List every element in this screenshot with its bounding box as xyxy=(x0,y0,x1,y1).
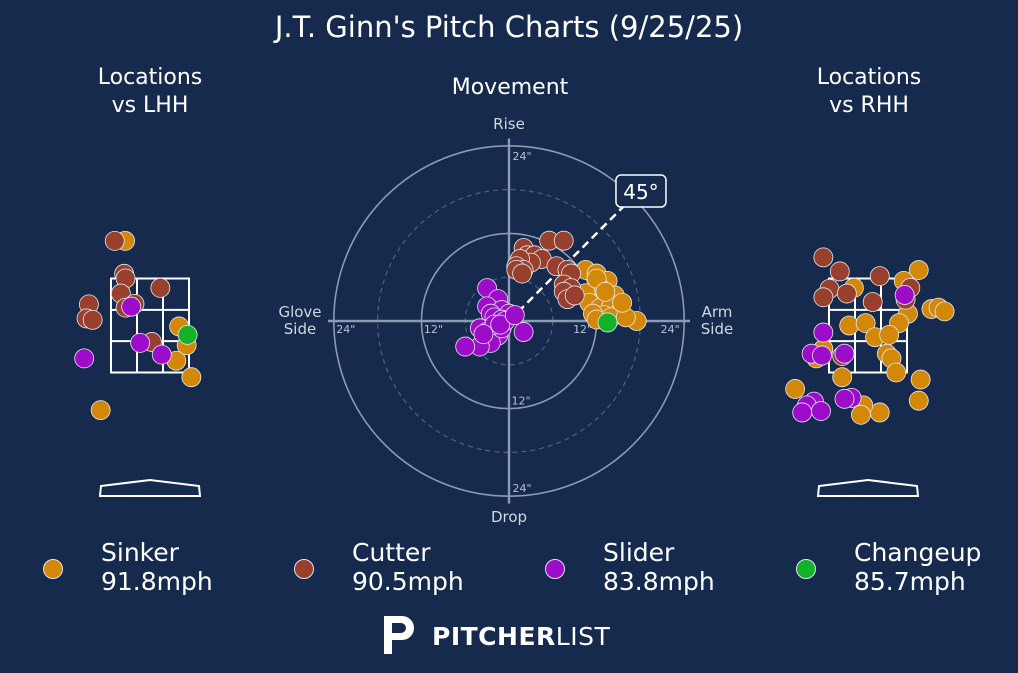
legend-swatch-sinker xyxy=(43,559,63,579)
legend-name-changeup: Changeup xyxy=(854,538,982,567)
ring-label-24-top: 24" xyxy=(512,150,531,163)
rhh-point-cutter xyxy=(836,283,857,304)
rhh-point-sinker xyxy=(855,313,876,334)
lhh-point-cutter xyxy=(104,230,125,251)
legend-velo-sinker: 91.8mph xyxy=(101,567,213,596)
axis-label-arm-side: Arm Side xyxy=(701,303,733,338)
legend-name-cutter: Cutter xyxy=(352,538,431,567)
rhh-point-sinker xyxy=(934,301,955,322)
movement-point-slider xyxy=(490,314,511,335)
rhh-panel-title: Locations vs RHH xyxy=(816,65,922,118)
rhh-point-slider xyxy=(834,388,855,409)
rhh-point-slider xyxy=(812,345,832,366)
legend-swatch-cutter xyxy=(294,559,314,579)
rhh-point-cutter xyxy=(813,247,834,268)
movement-point-slider xyxy=(504,305,525,326)
pitcherlist-logo-icon xyxy=(384,616,414,654)
movement-point-slider xyxy=(455,336,476,357)
rhh-point-sinker xyxy=(910,369,931,390)
movement-point-cutter xyxy=(512,263,533,284)
rhh-point-sinker xyxy=(879,324,900,345)
rhh-home-plate xyxy=(816,478,920,497)
movement-point-changeup xyxy=(597,312,618,333)
axis-label-drop: Drop xyxy=(491,508,527,526)
rhh-point-sinker xyxy=(785,379,806,399)
rhh-point-sinker xyxy=(851,404,871,425)
rhh-point-cutter xyxy=(869,266,890,287)
lhh-point-slider xyxy=(151,344,172,365)
legend-name-sinker: Sinker xyxy=(101,538,179,567)
ring-label-12-left: 12" xyxy=(424,323,443,336)
brand-word-light: LIST xyxy=(555,622,611,651)
arm-angle-label: 45° xyxy=(623,180,658,204)
legend-velo-changeup: 85.7mph xyxy=(854,567,966,596)
movement-point-slider xyxy=(473,324,494,345)
movement-point-cutter xyxy=(564,285,585,306)
rhh-point-slider xyxy=(834,343,855,364)
lhh-point-slider xyxy=(121,296,142,317)
rhh-point-cutter xyxy=(829,261,850,282)
lhh-point-cutter xyxy=(150,277,171,298)
ring-label-12-right: 12" xyxy=(573,323,592,336)
ring-label-24-left: 24" xyxy=(336,323,355,336)
movement-panel: 24" 12" 24" 12" 24" 12" 24" Rise Drop Glove Side Ar… xyxy=(278,115,733,526)
lhh-point-cutter xyxy=(82,309,103,330)
rhh-point-slider xyxy=(813,322,834,343)
ring-label-24-right: 24" xyxy=(661,323,680,336)
rhh-point-sinker xyxy=(832,367,853,388)
lhh-point-sinker xyxy=(90,400,111,421)
arm-angle-badge xyxy=(615,174,667,208)
pitcherlist-brand: PITCHERLIST xyxy=(380,612,620,658)
chart-title: J.T. Ginn's Pitch Charts (9/25/25) xyxy=(274,10,744,44)
ring-label-12-bottom: 12" xyxy=(511,395,530,408)
ring-label-24-bottom: 24" xyxy=(512,482,531,495)
rhh-point-sinker xyxy=(908,390,929,411)
legend-velo-cutter: 90.5mph xyxy=(352,567,464,596)
lhh-point-slider xyxy=(74,348,95,369)
rhh-point-cutter xyxy=(862,292,883,312)
rhh-point-sinker xyxy=(886,362,907,383)
legend-velo-slider: 83.8mph xyxy=(603,567,715,596)
movement-point-slider xyxy=(513,322,534,342)
lhh-panel-title: Locations vs LHH xyxy=(97,65,203,118)
lhh-point-changeup xyxy=(177,324,198,345)
legend-swatch-changeup xyxy=(796,559,816,579)
lhh-home-plate xyxy=(98,478,202,497)
lhh-location-panel xyxy=(74,230,202,497)
axis-label-glove-side: Glove Side xyxy=(278,303,321,338)
brand-wordmark: PITCHERLIST xyxy=(432,622,610,651)
movement-point-sinker xyxy=(612,292,633,313)
rhh-point-sinker xyxy=(839,315,860,336)
rhh-point-slider xyxy=(792,402,813,423)
rhh-point-sinker xyxy=(908,260,929,280)
rhh-point-slider xyxy=(811,401,831,421)
axis-label-rise: Rise xyxy=(493,115,525,133)
movement-point-cutter xyxy=(553,230,574,251)
movement-panel-title: Movement xyxy=(451,75,569,100)
lhh-point-sinker xyxy=(181,367,202,388)
rhh-point-slider xyxy=(894,285,915,305)
rhh-location-panel xyxy=(785,247,955,497)
lhh-point-slider xyxy=(130,332,151,353)
legend-name-slider: Slider xyxy=(603,538,675,567)
legend-swatch-slider xyxy=(545,559,565,579)
rhh-point-cutter xyxy=(813,287,834,308)
movement-point-sinker xyxy=(595,281,616,302)
brand-word-bold: PITCHER xyxy=(432,622,556,651)
